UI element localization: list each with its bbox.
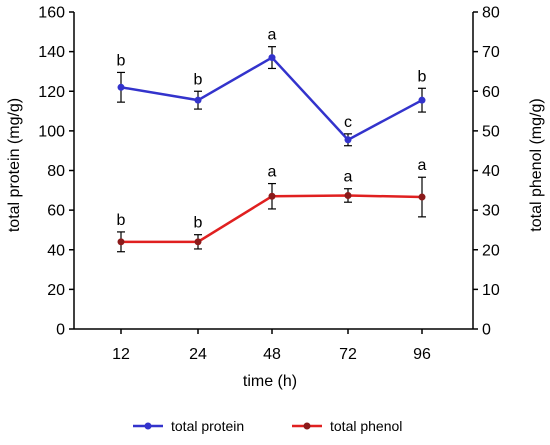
y-right-tick-label: 30 — [482, 203, 500, 220]
data-point — [194, 96, 202, 104]
x-tick-label: 72 — [339, 346, 357, 363]
significance-label: b — [194, 215, 203, 232]
significance-label: a — [268, 27, 277, 44]
legend: total protein total phenol — [133, 418, 402, 434]
data-point — [194, 238, 202, 246]
x-tick-label: 96 — [413, 346, 431, 363]
y-left-tick-label: 20 — [47, 282, 65, 299]
series-layer: b b a c b b b a a a — [117, 27, 427, 253]
y-left-tick-label: 140 — [38, 44, 65, 61]
data-point — [268, 54, 276, 62]
y-right-tick-label: 10 — [482, 282, 500, 299]
y-right-tick-label: 20 — [482, 242, 500, 259]
y-left-tick-label: 0 — [56, 322, 65, 339]
significance-label: b — [117, 52, 126, 69]
x-axis-title: time (h) — [243, 373, 297, 390]
significance-label: b — [418, 68, 427, 85]
legend-marker-phenol — [303, 422, 311, 430]
x-tick-label: 24 — [189, 346, 207, 363]
data-point — [344, 191, 352, 199]
significance-label: a — [268, 164, 277, 181]
data-point — [418, 193, 426, 201]
y-right-tick-label: 60 — [482, 84, 500, 101]
y-left-tick-label: 60 — [47, 203, 65, 220]
y-left-axis-title: total protein (mg/g) — [6, 98, 23, 232]
legend-label-protein: total protein — [171, 418, 244, 434]
y-left-tick-label: 80 — [47, 163, 65, 180]
data-point — [268, 192, 276, 200]
significance-label: a — [344, 169, 353, 186]
y-left-tick-label: 100 — [38, 123, 65, 140]
x-tick-label: 12 — [112, 346, 130, 363]
ticks: 0 20 40 60 80 100 120 140 160 0 10 20 30 40 50 60 70 80 12… — [38, 5, 500, 364]
data-point — [117, 83, 125, 91]
x-tick-label: 48 — [263, 346, 281, 363]
y-right-tick-label: 40 — [482, 163, 500, 180]
data-point — [344, 136, 352, 144]
y-left-tick-label: 160 — [38, 5, 65, 22]
legend-label-phenol: total phenol — [330, 418, 402, 434]
y-left-tick-label: 120 — [38, 84, 65, 101]
y-right-tick-label: 50 — [482, 123, 500, 140]
significance-label: a — [418, 157, 427, 174]
series-total-phenol: b b a a a — [117, 157, 427, 253]
y-right-tick-label: 0 — [482, 322, 491, 339]
y-right-axis-title: total phenol (mg/g) — [528, 98, 545, 231]
series-total-protein: b b a c b — [117, 27, 427, 147]
y-right-tick-label: 70 — [482, 44, 500, 61]
significance-label: c — [344, 114, 352, 131]
y-left-tick-label: 40 — [47, 242, 65, 259]
legend-marker-protein — [144, 422, 152, 430]
series-line — [120, 55, 423, 142]
y-right-tick-label: 80 — [482, 5, 500, 22]
significance-label: b — [117, 212, 126, 229]
significance-label: b — [194, 71, 203, 88]
data-point — [117, 238, 125, 246]
data-point — [418, 96, 426, 104]
